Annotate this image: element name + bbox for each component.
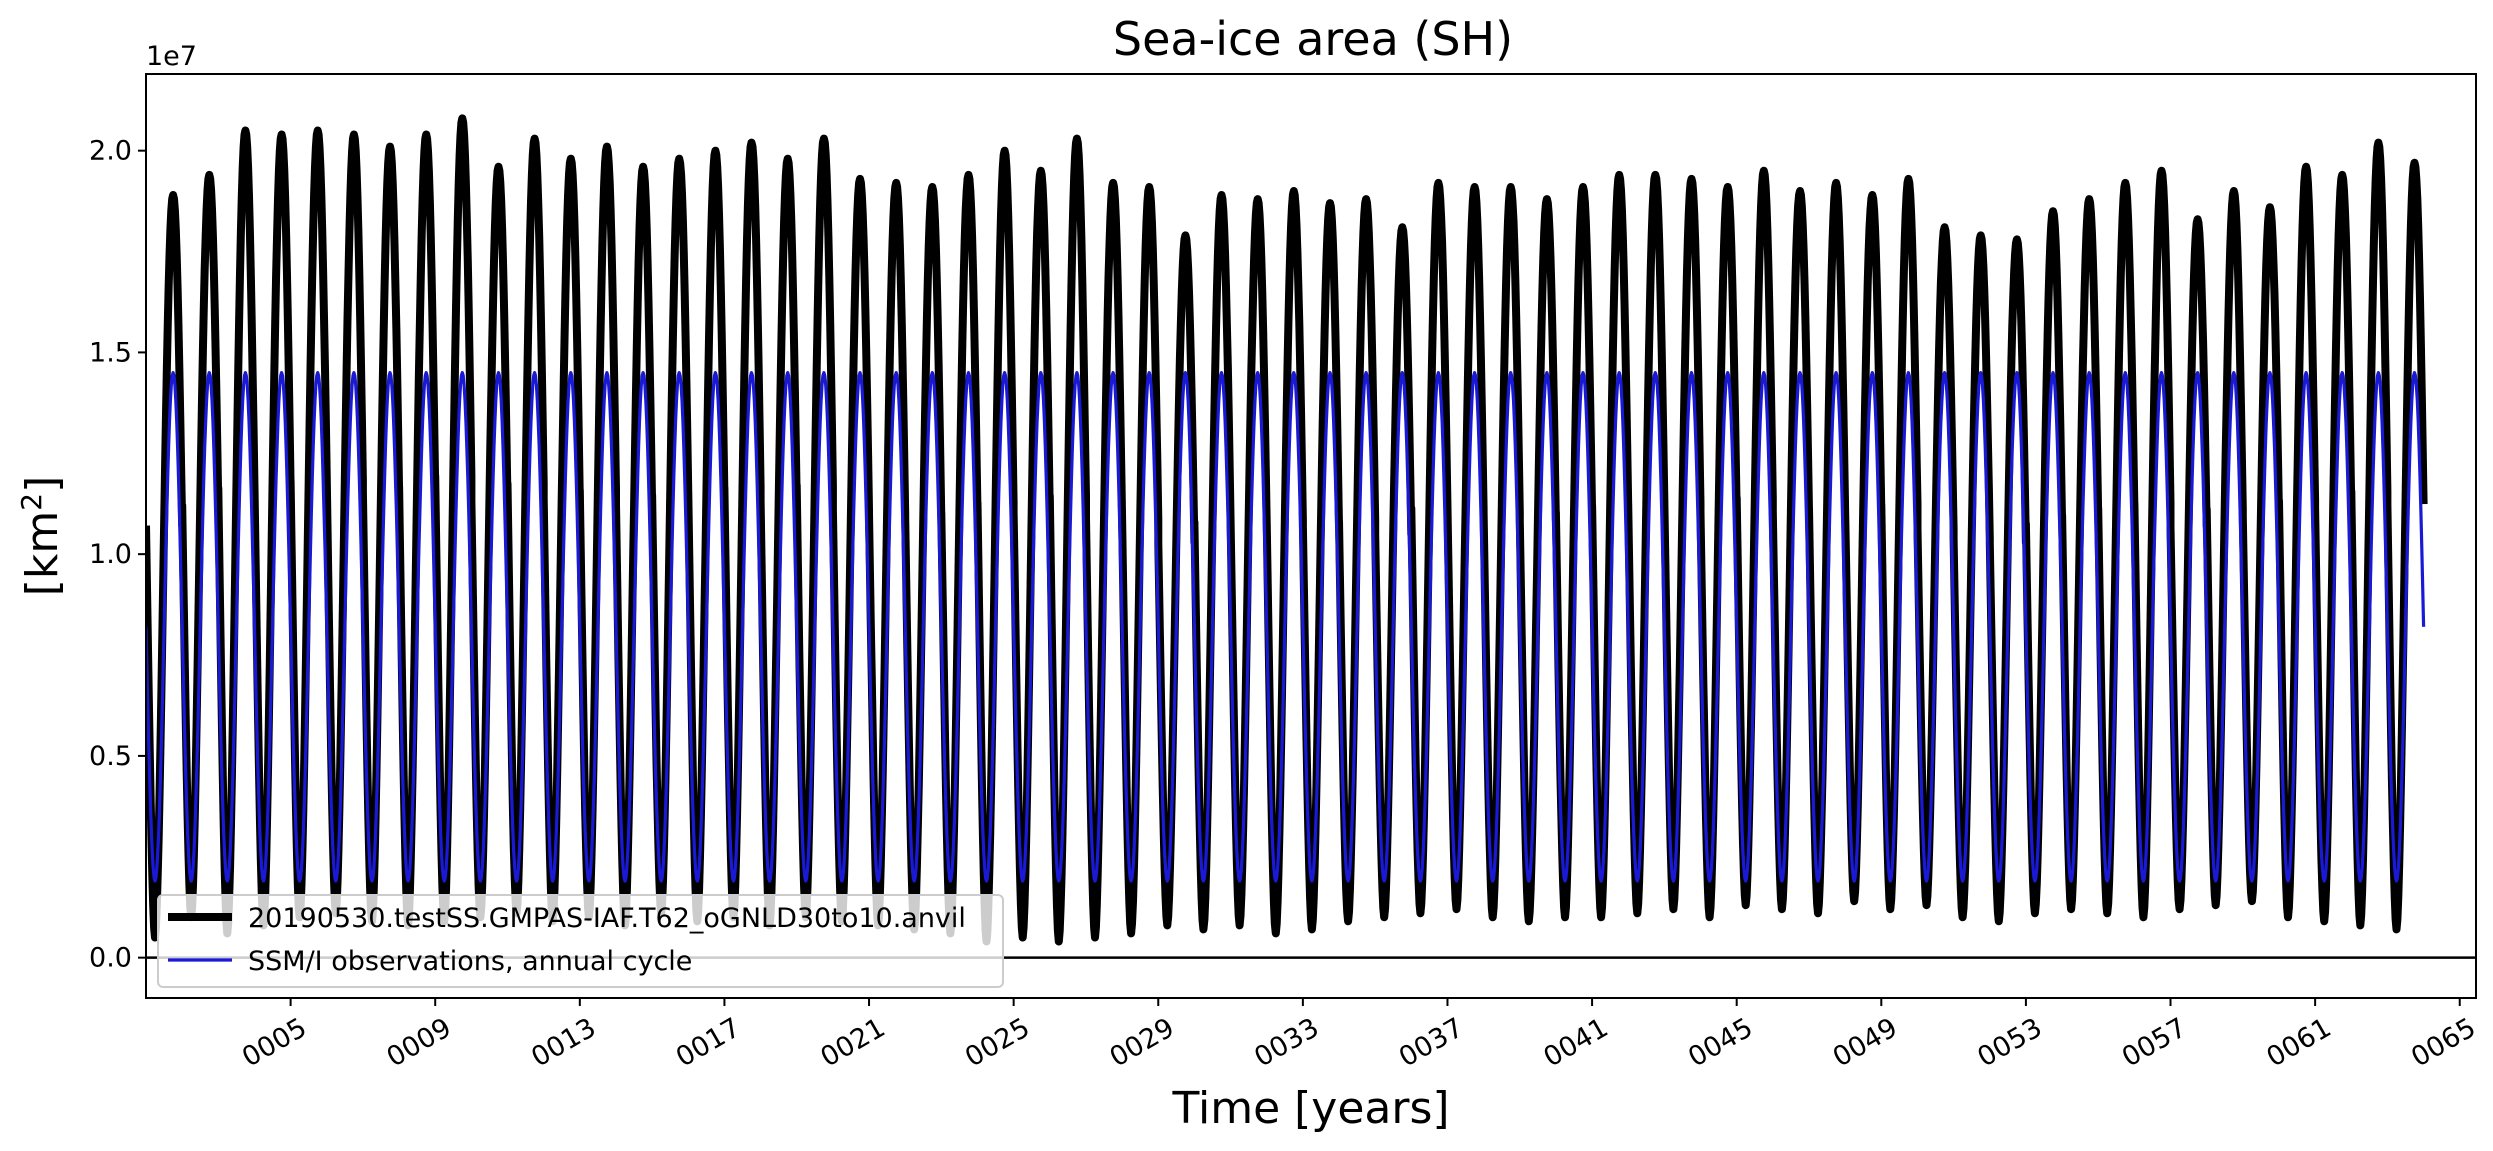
series-line-model bbox=[146, 114, 2428, 946]
y-tick-label: 1.0 bbox=[89, 539, 132, 570]
legend-label-observations: SSM/I observations, annual cycle bbox=[248, 946, 692, 977]
y-axis-label-base: [km bbox=[17, 511, 68, 597]
y-tick-label: 0.0 bbox=[89, 943, 132, 974]
y-offset-text: 1e7 bbox=[146, 41, 197, 72]
y-axis: 0.0 0.5 1.0 1.5 2.0 bbox=[89, 136, 146, 974]
y-tick-label: 1.5 bbox=[89, 337, 132, 368]
chart-title: Sea-ice area (SH) bbox=[1113, 12, 1513, 66]
y-axis-label-superscript: 2 bbox=[15, 493, 48, 511]
y-tick-label: 0.5 bbox=[89, 741, 132, 772]
legend-label-model: 20190530.testSS.GMPAS-IAF.T62_oGNLD30to1… bbox=[248, 903, 966, 934]
svg-text:[km2]: [km2] bbox=[15, 476, 68, 597]
legend-box bbox=[157, 894, 1004, 988]
legend: 20190530.testSS.GMPAS-IAF.T62_oGNLD30to1… bbox=[157, 894, 1004, 988]
y-axis-label-end: ] bbox=[17, 476, 68, 493]
y-axis-label: [km2] bbox=[15, 476, 68, 597]
x-axis-label: Time [years] bbox=[1171, 1083, 1449, 1134]
series-line-observations bbox=[146, 371, 2426, 883]
y-tick-label: 2.0 bbox=[89, 136, 132, 167]
plot-frame bbox=[145, 73, 2477, 999]
